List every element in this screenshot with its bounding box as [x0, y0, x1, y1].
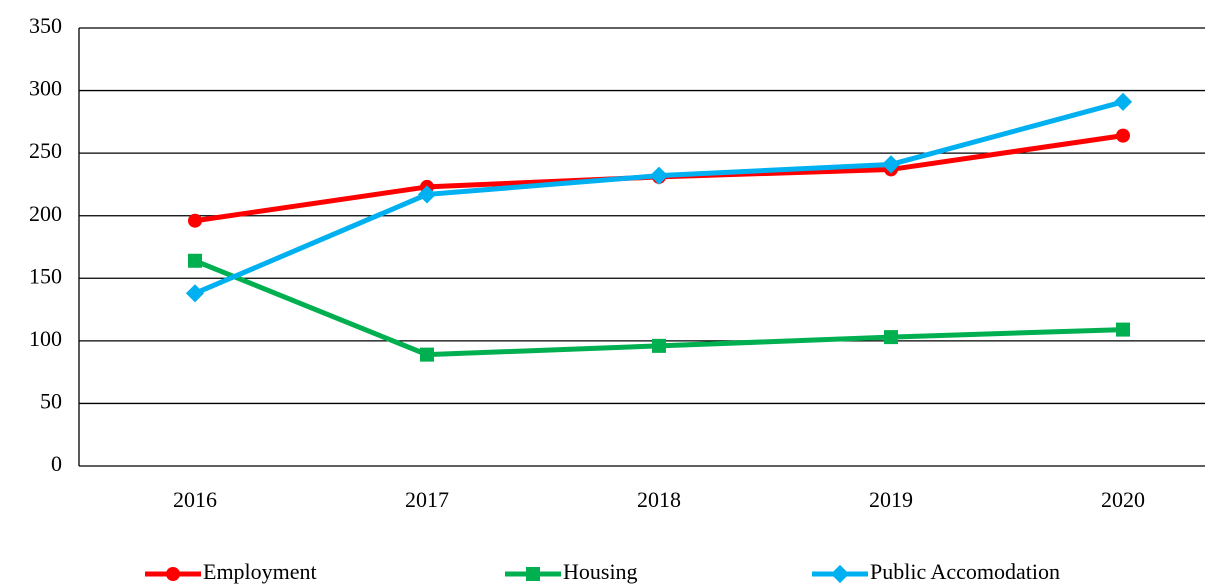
data-point: [884, 330, 898, 345]
data-point: [188, 213, 202, 228]
data-point: [881, 155, 901, 174]
data-point: [649, 166, 669, 185]
legend-marker: [526, 567, 540, 581]
data-point: [1116, 128, 1130, 143]
y-tick-label: 100: [29, 326, 62, 351]
legend-marker: [830, 564, 850, 584]
data-point: [185, 284, 205, 303]
x-tick-label: 2016: [173, 487, 217, 512]
data-point: [188, 253, 202, 268]
data-point: [420, 347, 434, 362]
y-tick-label: 300: [29, 76, 62, 101]
data-point: [1116, 322, 1130, 337]
x-tick-label: 2017: [405, 487, 449, 512]
legend-label: Housing: [563, 559, 638, 584]
y-tick-label: 150: [29, 263, 62, 288]
x-tick-label: 2020: [1101, 487, 1145, 512]
y-tick-label: 0: [51, 451, 62, 476]
x-tick-label: 2018: [637, 487, 681, 512]
data-point: [1113, 92, 1133, 111]
y-tick-label: 350: [29, 13, 62, 38]
legend-marker: [166, 567, 180, 581]
data-point: [417, 185, 437, 204]
x-tick-label: 2019: [869, 487, 913, 512]
series-line: [194, 99, 1124, 296]
y-tick-label: 200: [29, 201, 62, 226]
legend-label: Employment: [203, 559, 317, 584]
y-tick-label: 250: [29, 138, 62, 163]
data-point: [652, 338, 666, 353]
y-tick-label: 50: [40, 388, 62, 413]
legend-label: Public Accomodation: [870, 559, 1060, 584]
